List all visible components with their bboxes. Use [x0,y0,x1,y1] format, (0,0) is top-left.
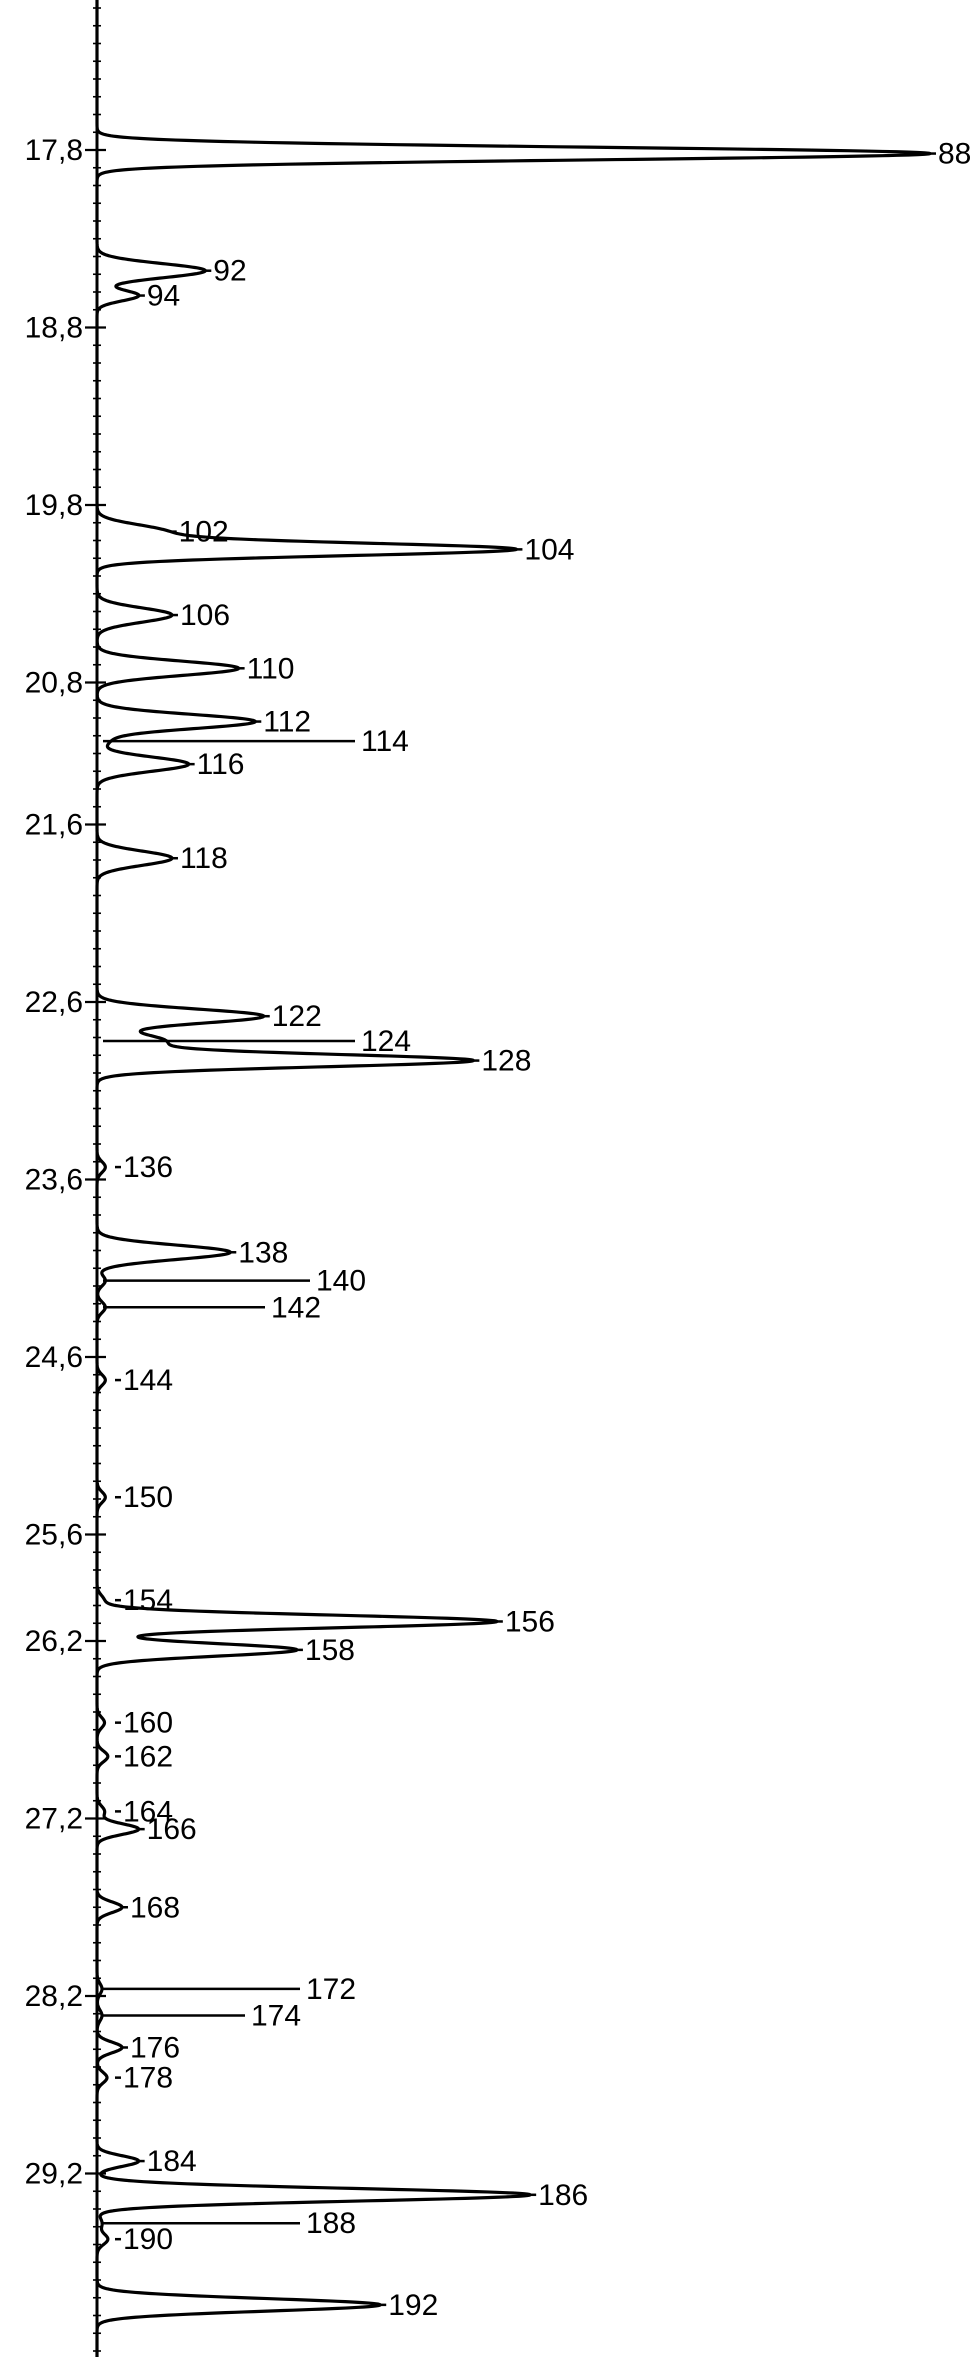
peak-label: 92 [213,255,246,288]
peak-label: 164 [123,1795,173,1828]
peak-label: 114 [361,725,409,758]
peak-label: 136 [123,1151,173,1184]
y-axis-tick-label: 23,6 [25,1164,83,1197]
peak-label: 158 [305,1634,355,1667]
peak-label: 144 [123,1364,173,1397]
y-axis-tick-label: 28,2 [25,1980,83,2013]
peak-label: 110 [247,652,295,685]
peak-label: 128 [481,1045,531,1078]
peak-label: 124 [361,1025,411,1058]
peak-label: 168 [130,1891,180,1924]
peak-label: 156 [505,1605,555,1638]
peak-label: 172 [306,1973,356,2006]
y-axis-tick-label: 19,8 [25,489,83,522]
signal-trace [95,0,932,2357]
peak-label: 188 [306,2207,356,2240]
peak-label: 102 [179,516,229,549]
y-axis-tick-label: 21,6 [25,809,83,842]
peak-label: 122 [272,1000,322,1033]
peak-label: 142 [271,1291,321,1324]
y-axis-tick-label: 26,2 [25,1625,83,1658]
peak-label: 174 [251,2000,301,2033]
peak-label: 184 [147,2145,197,2178]
peak-label: 186 [538,2179,588,2212]
peak-label: 190 [123,2223,173,2256]
y-axis-tick-label: 22,6 [25,986,83,1019]
peak-label: 140 [316,1265,366,1298]
peak-label: 166 [147,1813,197,1846]
peak-label: 118 [180,842,228,875]
y-axis-tick-label: 29,2 [25,2158,83,2191]
peak-label: 88 [938,138,971,171]
y-axis-tick-label: 27,2 [25,1803,83,1836]
peak-label: 160 [123,1707,173,1740]
y-axis-tick-label: 17,8 [25,134,83,167]
peak-label: 112 [263,706,311,739]
peak-label: 94 [147,280,180,313]
peak-label: 178 [123,2062,173,2095]
peak-label: 162 [123,1740,173,1773]
y-axis-tick-label: 24,6 [25,1341,83,1374]
y-axis-tick-label: 18,8 [25,312,83,345]
peak-label: 104 [524,533,574,566]
y-axis-tick-label: 20,8 [25,667,83,700]
peak-label: 192 [388,2289,438,2322]
peak-label: 138 [238,1236,288,1269]
peak-label: 106 [180,599,230,632]
y-axis-tick-label: 25,6 [25,1519,83,1552]
peak-label: 176 [130,2031,180,2064]
peak-label: 154 [123,1584,173,1617]
peak-label: 116 [197,748,245,781]
peak-label: 150 [123,1481,173,1514]
